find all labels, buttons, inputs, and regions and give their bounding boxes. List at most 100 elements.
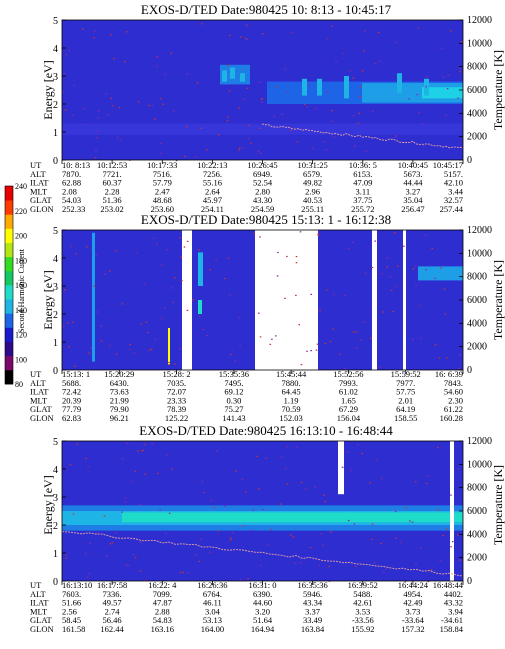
y-tick-label: 5 — [53, 437, 58, 448]
table-cell: 73.63 — [110, 387, 129, 397]
spectrogram-speck — [373, 562, 376, 564]
spectrogram-band — [122, 512, 463, 523]
y2-tick-label: 6000 — [467, 85, 487, 96]
table-cell: 162.44 — [100, 624, 124, 634]
spectrogram-speck — [174, 363, 176, 365]
spectrogram-speck — [363, 50, 365, 52]
spectrogram-speck — [353, 523, 356, 525]
spectrogram-speck — [179, 572, 182, 574]
spectrogram-speck — [156, 65, 158, 68]
table-row-label: MLT — [30, 186, 48, 196]
table-cell: 155.92 — [351, 624, 374, 634]
spectrogram-speck — [160, 142, 162, 145]
spectrogram-speck — [137, 101, 140, 103]
spectrogram-speck — [440, 267, 442, 269]
spectrogram-speck — [183, 155, 186, 158]
table-cell: 48.68 — [153, 195, 172, 205]
spectrogram-speck — [72, 513, 75, 515]
spectrogram-speck — [66, 322, 69, 324]
colorbar-tick-label: 220 — [15, 207, 27, 216]
spectrogram-speck — [200, 127, 202, 129]
panel-2-ylabel: Energy [eV] — [41, 270, 55, 329]
spectrogram-speck — [244, 491, 247, 493]
spectrogram-speck — [434, 277, 436, 279]
spectrogram-speck — [133, 352, 135, 354]
spectrogram-speck — [261, 101, 263, 103]
spectrogram-speck — [86, 576, 89, 578]
table-cell: 60.37 — [103, 178, 122, 188]
spectrogram-speck — [354, 145, 356, 147]
spectrogram-speck — [262, 33, 264, 35]
spectrogram-speck — [280, 503, 282, 505]
table-cell: 141.43 — [222, 413, 245, 423]
table-cell: 7516. — [153, 169, 172, 179]
spectrogram-speck — [343, 52, 345, 54]
spectrogram-speck — [118, 107, 121, 109]
table-cell: 44.60 — [253, 598, 272, 608]
spectrogram-speck — [451, 541, 454, 543]
spectrogram-speck — [395, 537, 397, 539]
spectrogram-speck — [333, 136, 335, 138]
y-tick-label: 1 — [53, 549, 58, 560]
data-gap — [450, 441, 454, 581]
spectrogram-speck — [111, 542, 114, 544]
spectrogram-speck — [172, 301, 175, 303]
spectrogram-speck — [425, 269, 427, 271]
spectrogram-speck — [457, 534, 459, 536]
colorbar-swatch — [5, 242, 13, 258]
table-cell: -33.56 — [352, 615, 374, 625]
table-cell: 3.44 — [448, 186, 464, 196]
spectrogram-speck — [446, 357, 448, 359]
spectrogram-streak — [240, 73, 245, 82]
spectrogram-speck — [115, 250, 118, 252]
table-cell: 16: 6:39 — [435, 369, 463, 379]
spectrogram-speck — [238, 147, 241, 149]
y2-tick-label: 10000 — [467, 38, 492, 49]
table-cell: 161.58 — [62, 624, 85, 634]
spectrogram-speck — [227, 257, 230, 259]
table-cell: 6153. — [353, 169, 372, 179]
spectrogram-speck — [400, 541, 403, 544]
table-cell: 16:13:10 — [62, 580, 92, 590]
spectrogram-speck — [164, 307, 166, 309]
spectrogram-speck — [141, 450, 143, 452]
table-cell: 56.46 — [103, 615, 122, 625]
spectrogram-speck — [446, 528, 448, 530]
spectrogram-speck — [64, 289, 66, 291]
spectrogram-speck — [371, 266, 374, 269]
spectrogram-speck — [126, 442, 129, 444]
table-cell: 10:26:45 — [247, 160, 277, 170]
spectrogram-speck — [262, 508, 264, 511]
spectrogram-speck — [403, 245, 405, 247]
spectrogram-speck — [277, 251, 279, 254]
spectrogram-speck — [155, 56, 157, 58]
table-row-label: GLAT — [30, 195, 53, 205]
spectrogram-speck — [286, 483, 289, 485]
spectrogram-speck — [424, 234, 427, 236]
spectrogram-speck — [124, 501, 127, 503]
table-cell: 160.28 — [440, 413, 463, 423]
spectrogram-speck — [357, 444, 359, 446]
table-cell: 72.07 — [167, 387, 186, 397]
table-cell: 61.22 — [444, 404, 463, 414]
spectrogram-speck — [395, 136, 397, 138]
spectrogram-speck — [173, 277, 176, 279]
y2-tick-label: 12000 — [467, 15, 492, 26]
spectrogram-speck — [417, 27, 420, 29]
spectrogram-speck — [364, 272, 367, 274]
panel-1-plot-area — [61, 19, 464, 162]
spectrogram-speck — [96, 532, 98, 534]
spectrogram-speck — [363, 321, 366, 323]
table-cell: 2.74 — [105, 606, 121, 616]
spectrogram-speck — [231, 532, 234, 534]
table-cell: 7336. — [103, 589, 122, 599]
table-cell: 40.53 — [303, 195, 322, 205]
table-cell: 5688. — [62, 378, 81, 388]
spectrogram-speck — [319, 309, 321, 312]
spectrogram-speck — [160, 317, 163, 320]
panel-2: EXOS-D/TED Date:980425 15:13: 1 - 16:12:… — [30, 212, 505, 423]
spectrogram-speck — [246, 38, 249, 40]
table-cell: 2.30 — [448, 395, 463, 405]
spectrogram-speck — [156, 242, 158, 245]
spectrogram-speck — [327, 91, 329, 93]
